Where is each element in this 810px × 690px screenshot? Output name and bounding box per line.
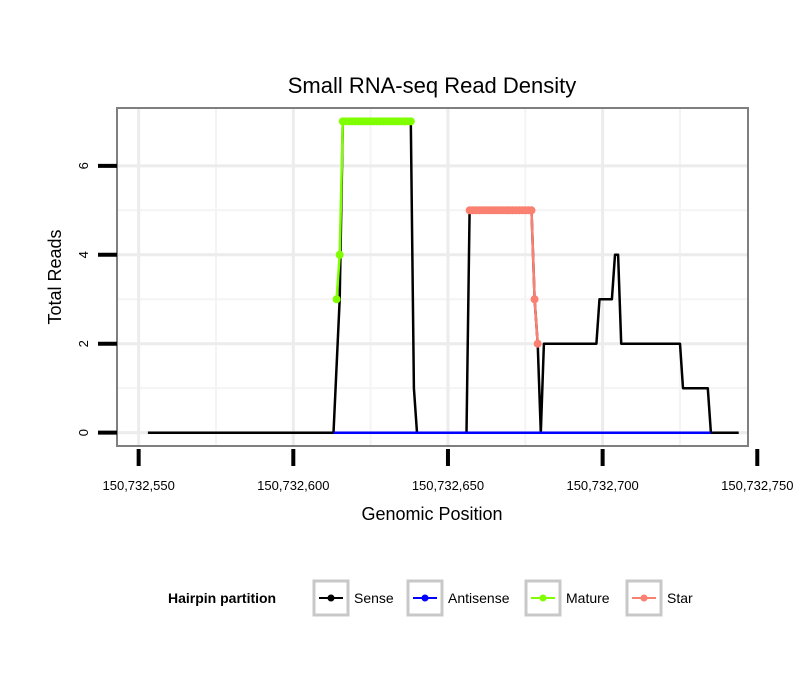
legend-key-point: [327, 594, 335, 602]
y-tick-label: 4: [76, 251, 91, 258]
y-axis-title: Total Reads: [45, 229, 65, 324]
data-point-star: [527, 206, 536, 215]
plot-background: [117, 108, 748, 446]
legend-title: Hairpin partition: [168, 590, 276, 606]
legend-key-point: [640, 594, 648, 602]
points-layer: [332, 117, 542, 348]
x-tick-label: 150,732,600: [257, 478, 329, 493]
x-tick-label: 150,732,700: [566, 478, 638, 493]
data-point-star: [530, 295, 539, 304]
legend: Hairpin partition Sense Antisense Mature St…: [168, 579, 693, 617]
x-axis-title: Genomic Position: [361, 504, 502, 524]
data-point-mature: [406, 117, 415, 126]
legend-key-point: [421, 594, 429, 602]
series-line-sense: [147, 120, 739, 434]
x-tick-label: 150,732,650: [412, 478, 484, 493]
legend-key-point: [539, 594, 547, 602]
data-point-mature: [335, 250, 344, 259]
legend-label-antisense: Antisense: [448, 590, 510, 606]
legend-items: Sense Antisense Mature Star: [312, 579, 693, 617]
plot-border: [116, 107, 749, 447]
x-tick-label: 150,732,550: [103, 478, 175, 493]
y-axis: 0 2 4 6: [76, 162, 117, 436]
y-tick-label: 6: [76, 162, 91, 169]
data-point-star: [533, 339, 542, 348]
legend-label-mature: Mature: [566, 590, 610, 606]
y-tick-label: 2: [76, 340, 91, 347]
data-point-mature: [332, 295, 341, 304]
y-tick-label: 0: [76, 429, 91, 436]
legend-label-star: Star: [667, 590, 693, 606]
x-tick-label: 150,732,750: [721, 478, 793, 493]
x-axis: 150,732,550 150,732,600 150,732,650 150,732…: [103, 449, 793, 493]
chart-title: Small RNA-seq Read Density: [288, 73, 577, 98]
legend-label-sense: Sense: [354, 590, 394, 606]
